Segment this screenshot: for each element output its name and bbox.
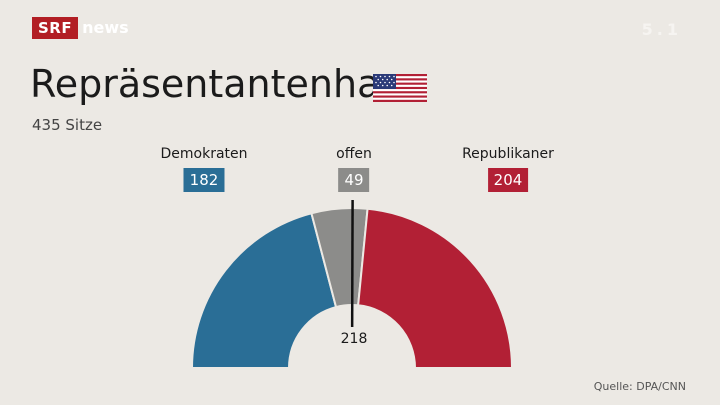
- party-name: Republikaner: [462, 146, 554, 162]
- us-flag-icon: [373, 74, 427, 102]
- party-label-open: offen 49: [336, 146, 372, 192]
- party-label-democrats: Demokraten 182: [160, 146, 248, 192]
- party-label-republicans: Republikaner 204: [462, 146, 554, 192]
- srf-news-logo: SRF news: [32, 17, 129, 39]
- party-seats-badge: 49: [338, 168, 370, 192]
- source-note: Quelle: DPA/CNN: [593, 380, 686, 393]
- page-title: Repräsentantenhaus: [30, 62, 425, 106]
- segment-republicans: [357, 207, 514, 369]
- logo-news: news: [82, 18, 129, 37]
- party-name: offen: [336, 146, 372, 162]
- segment-democrats: [190, 212, 338, 369]
- channel-watermark: 5.1: [641, 20, 682, 39]
- party-name: Demokraten: [160, 146, 248, 162]
- seat-count-subtitle: 435 Sitze: [32, 116, 103, 134]
- party-seats-badge: 204: [487, 168, 529, 192]
- party-seats-badge: 182: [183, 168, 225, 192]
- majority-label: 218: [341, 331, 368, 347]
- logo-srf: SRF: [32, 17, 79, 39]
